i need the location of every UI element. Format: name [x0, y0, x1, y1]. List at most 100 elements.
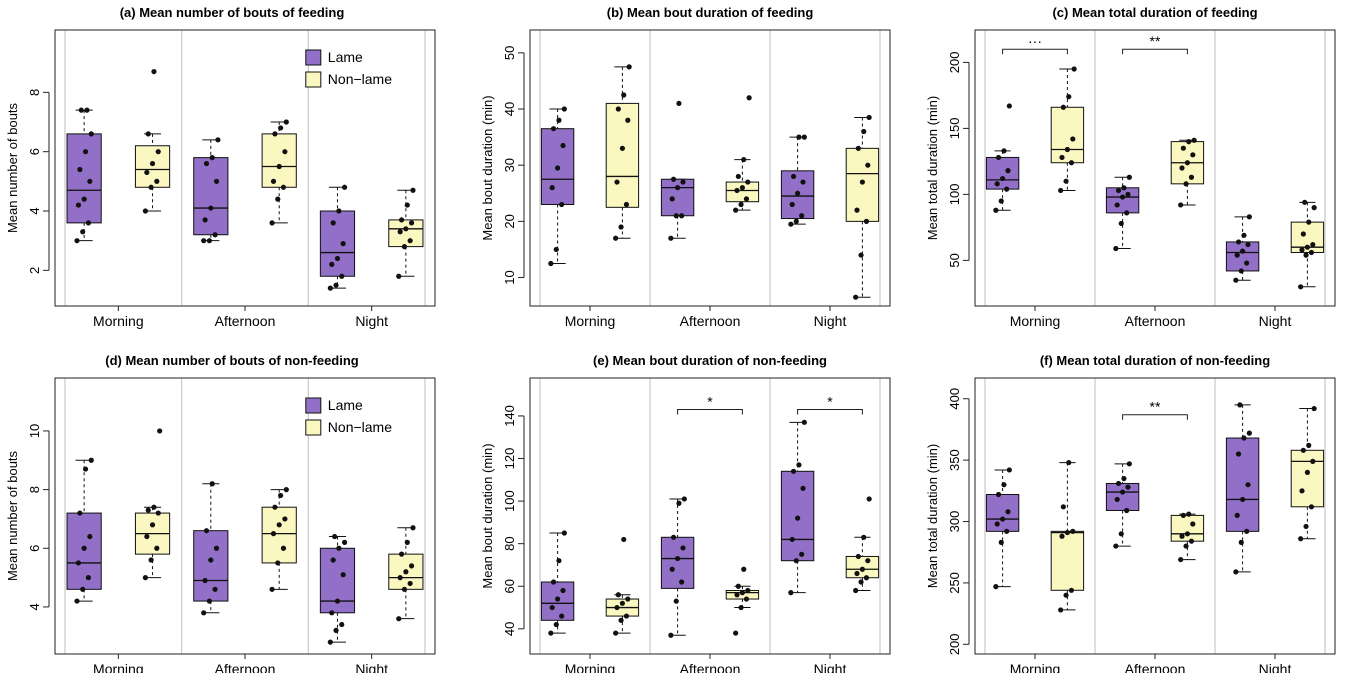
significance-label: *	[827, 394, 833, 410]
data-point	[403, 569, 409, 575]
data-point	[408, 563, 415, 569]
data-point	[1298, 284, 1304, 290]
data-point	[556, 117, 562, 123]
data-point	[993, 584, 999, 590]
data-point	[670, 176, 677, 182]
data-point	[75, 560, 82, 566]
x-tick-label: Morning	[565, 313, 616, 329]
x-tick-label: Afternoon	[215, 313, 276, 329]
box-lame-morning	[540, 530, 575, 636]
data-point	[215, 137, 221, 143]
data-point	[1299, 247, 1305, 253]
data-point	[866, 114, 872, 121]
data-point	[680, 545, 686, 551]
data-point	[1246, 214, 1252, 220]
data-point	[404, 539, 410, 546]
data-point	[1244, 260, 1250, 266]
data-point	[614, 604, 620, 611]
data-point	[614, 179, 620, 185]
plot-frame	[529, 377, 891, 655]
data-point	[410, 187, 416, 193]
data-point	[738, 604, 744, 611]
box-nonlame-afternoon	[725, 95, 760, 213]
data-point	[1241, 232, 1247, 238]
data-point	[1000, 516, 1006, 522]
panel-title: (d) Mean number of bouts of non-feeding	[105, 353, 359, 368]
panel-b: (b) Mean bout duration of feeding 10 20 30 4…	[480, 5, 891, 329]
data-point	[739, 185, 746, 191]
data-point	[1188, 174, 1195, 180]
x-tick-label: Afternoon	[1125, 313, 1186, 329]
box-lame-night	[319, 533, 356, 645]
data-point	[341, 539, 348, 546]
y-tick-label: 10	[27, 424, 42, 438]
data-point	[743, 596, 750, 602]
data-point	[613, 235, 619, 241]
data-point	[1063, 178, 1069, 184]
data-point	[145, 507, 151, 513]
data-point	[668, 632, 674, 638]
box-lame-afternoon	[1105, 461, 1140, 549]
data-point	[866, 496, 872, 502]
data-point	[142, 575, 149, 581]
data-point	[998, 198, 1004, 204]
data-point	[1113, 245, 1119, 252]
data-point	[746, 95, 752, 101]
data-point	[276, 163, 282, 170]
data-point	[88, 131, 94, 137]
data-point	[619, 145, 626, 151]
data-point	[799, 213, 805, 219]
data-point	[733, 630, 739, 636]
x-tick-label: Night	[355, 661, 388, 673]
data-point	[206, 238, 212, 244]
data-point	[202, 217, 208, 223]
data-point	[743, 196, 750, 202]
box-nonlame-night	[845, 496, 880, 594]
data-point	[560, 142, 566, 149]
plot-frame	[974, 377, 1336, 655]
data-point	[1004, 186, 1010, 192]
data-point	[1059, 154, 1065, 161]
data-point	[855, 145, 861, 151]
data-point	[398, 217, 405, 223]
data-point	[854, 207, 860, 213]
box-lame-afternoon	[193, 137, 229, 244]
data-point	[278, 125, 284, 131]
data-point	[212, 586, 218, 592]
data-point	[336, 545, 342, 551]
x-tick-label: Afternoon	[215, 661, 276, 673]
box-rect	[1050, 106, 1085, 164]
data-point	[154, 178, 160, 184]
y-tick-label: 2	[27, 267, 42, 274]
data-point	[327, 639, 333, 645]
y-tick-label: 200	[947, 633, 962, 655]
data-point	[1306, 442, 1312, 448]
data-point	[155, 149, 161, 155]
significance-label: *	[707, 394, 713, 410]
data-point	[1121, 475, 1127, 482]
box-rect	[1290, 449, 1325, 508]
data-point	[676, 500, 682, 506]
data-point	[208, 557, 214, 563]
legend-label-lame: Lame	[328, 49, 363, 65]
data-point	[1235, 451, 1242, 457]
y-tick-label: 30	[502, 158, 517, 172]
box-rect	[261, 133, 297, 188]
data-point	[280, 184, 287, 190]
y-tick-label: 8	[27, 89, 42, 96]
data-point	[1303, 523, 1309, 530]
box-nonlame-morning	[605, 536, 640, 636]
data-point	[550, 126, 557, 132]
data-point	[800, 179, 806, 185]
y-tick-label: 40	[502, 102, 517, 116]
data-point	[673, 598, 679, 604]
data-point	[1310, 241, 1316, 248]
y-tick-label: 60	[502, 579, 517, 593]
data-point	[334, 598, 341, 604]
data-point	[1118, 531, 1124, 537]
data-point	[853, 294, 859, 300]
box-lame-morning	[66, 107, 102, 244]
data-point	[1118, 220, 1124, 227]
data-point	[1004, 528, 1010, 534]
data-point	[403, 226, 409, 232]
